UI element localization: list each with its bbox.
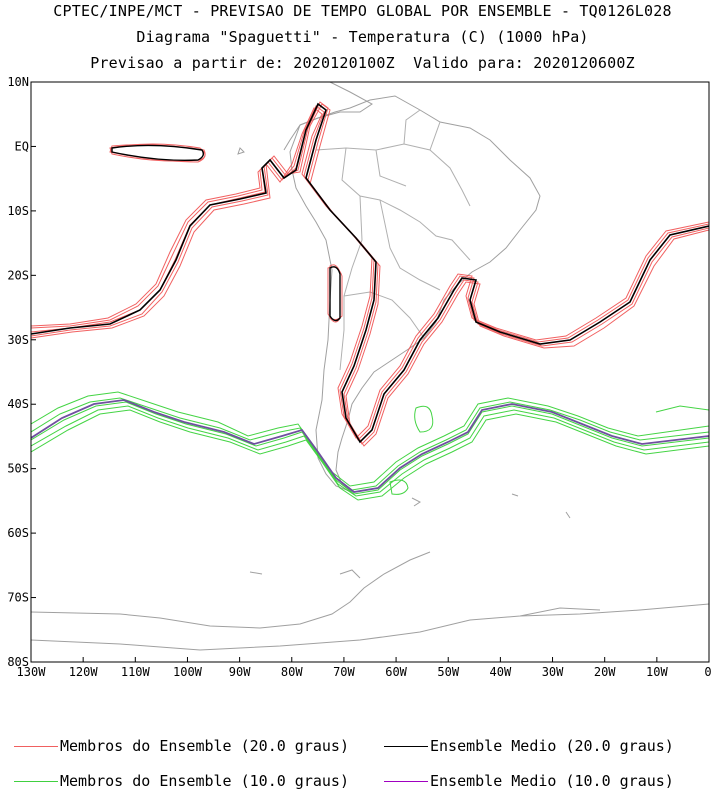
member20-line [31, 103, 709, 447]
mean20-line [31, 102, 709, 444]
legend-mean-10: Ensemble Medio (10.0 graus) [384, 772, 674, 790]
lat-label: 10S [7, 204, 29, 218]
lat-label: 60S [7, 526, 29, 540]
member20-line [31, 107, 709, 439]
member10-closed [414, 405, 434, 433]
antarctica-coast [31, 551, 709, 651]
legend-swatch [384, 745, 428, 747]
latitude-axis: 10N EQ 10S 20S 30S 40S 50S 60S 70S 80S [7, 75, 36, 669]
galapagos-islands [237, 147, 245, 155]
islands [249, 493, 571, 579]
lon-label: 110W [121, 665, 151, 679]
legend-members-10: Membros do Ensemble (10.0 graus) [14, 772, 349, 790]
lat-label: 70S [7, 591, 29, 605]
member10-line [31, 391, 709, 487]
lon-label: 70W [333, 665, 355, 679]
lon-label: 100W [173, 665, 203, 679]
central-america-coast [31, 82, 373, 151]
lat-label: 50S [7, 462, 29, 476]
title-line-1: CPTEC/INPE/MCT - PREVISAO DE TEMPO GLOBA… [53, 2, 672, 20]
legend-label: Ensemble Medio (20.0 graus) [430, 737, 674, 755]
map-frame [30, 81, 710, 663]
legend-mean-20: Ensemble Medio (20.0 graus) [384, 737, 674, 755]
member10-line [31, 401, 709, 495]
title-line-3: Previsao a partir de: 2020120100Z Valido… [90, 54, 635, 72]
lon-label: 50W [437, 665, 459, 679]
map-frame-bg [31, 82, 709, 662]
coastlines [31, 82, 709, 651]
mean20-closed [111, 144, 341, 322]
member10-line [31, 405, 709, 497]
lon-label: 90W [229, 665, 251, 679]
legend-swatch [14, 780, 58, 782]
lat-label: EQ [15, 139, 29, 153]
lon-label: 20W [594, 665, 616, 679]
lon-label: 40W [490, 665, 512, 679]
lat-label: 10N [7, 75, 29, 89]
title-line-2: Diagrama "Spaguetti" - Temperatura (C) (… [136, 28, 589, 46]
south-america-coast [289, 95, 541, 493]
lon-label: 60W [385, 665, 407, 679]
mean10-line [31, 399, 709, 493]
member10-closed [389, 479, 409, 495]
lat-label: 20S [7, 268, 29, 282]
member20-line [31, 101, 709, 445]
member10-line [31, 409, 709, 501]
legend-label: Membros do Ensemble (20.0 graus) [60, 737, 349, 755]
legend-swatch [384, 780, 428, 782]
lat-label: 40S [7, 397, 29, 411]
member20-line [31, 105, 709, 441]
lon-label: 30W [542, 665, 564, 679]
lon-label: 10W [646, 665, 668, 679]
country-borders [315, 109, 471, 371]
member10-line [655, 405, 709, 413]
lon-label: 120W [69, 665, 99, 679]
lon-label: 80W [281, 665, 303, 679]
lon-label: 130W [17, 665, 47, 679]
lon-label: 0 [704, 665, 711, 679]
legend-members-20: Membros do Ensemble (20.0 graus) [14, 737, 349, 755]
longitude-axis: 130W 120W 110W 100W 90W 80W 70W 60W 50W 40W 30W 20W… [17, 657, 712, 679]
legend-swatch [14, 745, 58, 747]
legend-label: Membros do Ensemble (10.0 graus) [60, 772, 349, 790]
lat-label: 80S [7, 655, 29, 669]
legend-label: Ensemble Medio (10.0 graus) [430, 772, 674, 790]
lat-label: 30S [7, 333, 29, 347]
